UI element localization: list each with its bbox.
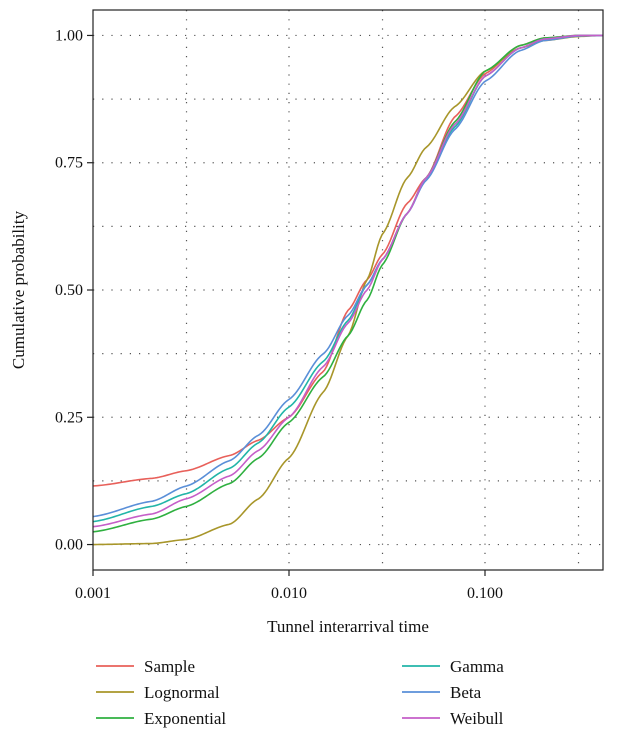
legend-label-exponential: Exponential — [144, 709, 226, 728]
legend-label-lognormal: Lognormal — [144, 683, 220, 702]
y-axis-title: Cumulative probability — [9, 210, 28, 369]
series-lines — [92, 34, 604, 546]
grid — [93, 10, 603, 570]
x-tick-label: 0.010 — [271, 585, 307, 602]
legend-label-sample: Sample — [144, 657, 195, 676]
legend-label-gamma: Gamma — [450, 657, 504, 676]
legend-label-weibull: Weibull — [450, 709, 504, 728]
series-line-exponential — [92, 34, 603, 533]
legend-label-beta: Beta — [450, 683, 482, 702]
series-line-sample — [92, 34, 603, 487]
legend: Sample Lognormal Exponential Gamma Beta Weibu… — [96, 657, 504, 728]
series-line-gamma — [92, 34, 603, 523]
y-tick-label: 0.00 — [55, 537, 83, 554]
axis-ticks: 0.00 0.25 0.50 0.75 1.00 0.001 0.010 0.100 — [55, 27, 503, 602]
y-tick-label: 0.50 — [55, 282, 83, 299]
series-line-beta — [92, 34, 604, 518]
x-axis-title: Tunnel interarrival time — [267, 617, 429, 636]
series-line-weibull — [92, 34, 603, 528]
y-tick-label: 0.25 — [55, 409, 83, 426]
x-tick-label: 0.100 — [467, 585, 503, 602]
y-tick-label: 0.75 — [55, 155, 83, 172]
y-tick-label: 1.00 — [55, 27, 83, 44]
x-tick-label: 0.001 — [75, 585, 111, 602]
